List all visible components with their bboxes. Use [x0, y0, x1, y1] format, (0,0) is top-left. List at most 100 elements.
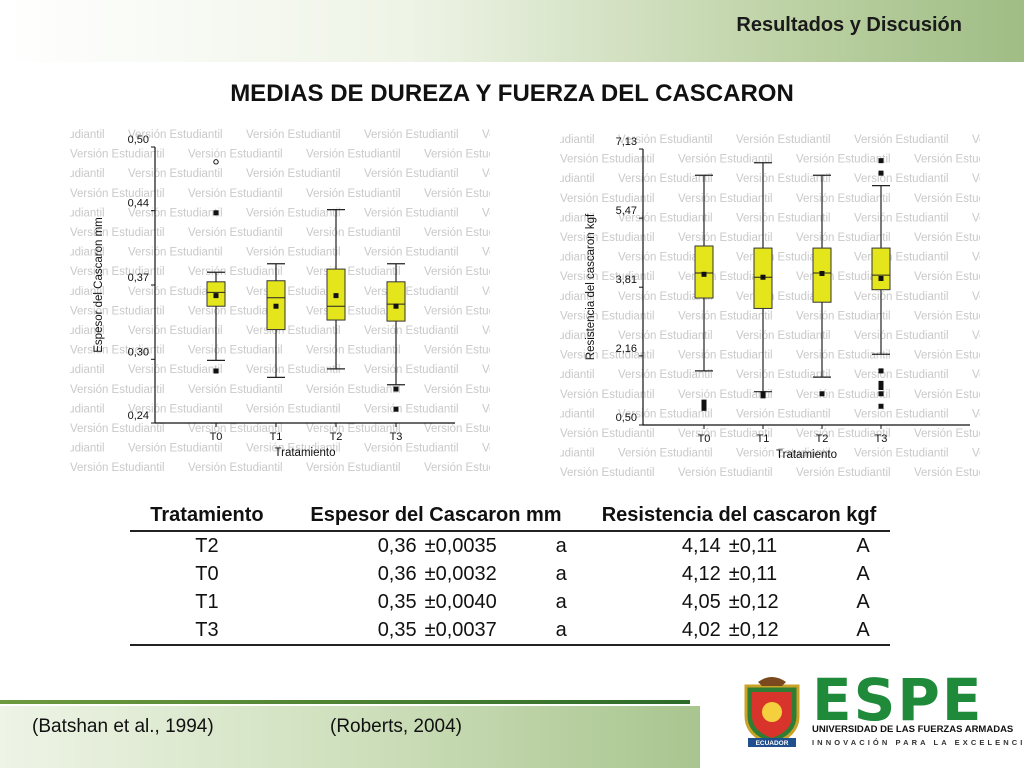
watermark-text: Versión Estudiantil [70, 403, 105, 415]
watermark-text: Versión Estudiantil [854, 173, 949, 185]
watermark-text: Versión Estudiantil [246, 207, 341, 219]
cell-res: 4,14 [681, 535, 721, 557]
watermark-text: Versión Estudiantil [796, 193, 891, 205]
watermark-text: Versión Estudiantil [424, 266, 490, 278]
watermark-text: Versión Estudiantil [560, 448, 595, 460]
watermark-text: Versión Estudiantil [70, 207, 105, 219]
y-axis-title: Resistencia del cascaron kgf [585, 213, 597, 360]
watermark-text: Versión Estudiantil [364, 364, 459, 376]
outlier-point [878, 391, 884, 397]
watermark-text: Versión Estudiantil [306, 149, 401, 161]
watermark-text: Versión Estudiantil [796, 310, 891, 322]
cell-esp: 0,35 [283, 616, 421, 646]
header-resistencia: Resistencia del cascaron kgf [588, 500, 890, 532]
watermark-text: Versión Estudiantil [914, 428, 980, 440]
watermark-text: Versión Estudiantil [306, 266, 401, 278]
watermark-text: Versión Estudiantil [736, 134, 831, 146]
watermark-text: Versión Estudiantil [796, 154, 891, 166]
watermark-text: Versión Estudiantil [246, 129, 341, 141]
watermark-text: Versión Estudiantil [128, 247, 223, 259]
cell-res-letter: A [836, 616, 890, 646]
cell-res: 4,12 [681, 563, 721, 585]
footer-band [0, 706, 700, 768]
watermark-text: Versión Estudiantil [560, 310, 655, 322]
y-tick-label: 0,37 [128, 272, 149, 284]
watermark-text: Versión Estudiantil [424, 462, 490, 474]
watermark-text: Versión Estudiantil [854, 330, 949, 342]
watermark-text: Versión Estudiantil [128, 325, 223, 337]
watermark-text: Versión Estudiantil [560, 408, 595, 420]
watermark-text: Versión Estudiantil [560, 134, 595, 146]
watermark-text: Versión Estudiantil [424, 345, 490, 357]
outlier-point [760, 391, 766, 397]
watermark-text: Versión Estudiantil [70, 227, 165, 239]
boxplot-resistencia: Versión Estudiantil Versión Estudiantil Ve… [560, 134, 980, 479]
watermark-text: Versión Estudiantil [560, 212, 595, 224]
watermark-text: Versión Estudiantil [796, 428, 891, 440]
cell-trat: T3 [130, 616, 284, 646]
watermark-text: Versión Estudiantil [914, 467, 980, 479]
watermark-text: Versión Estudiantil [618, 330, 713, 342]
watermark-text: Versión Estudiantil [560, 467, 655, 479]
watermark-text: Versión Estudiantil [736, 173, 831, 185]
cell-esp-letter: a [555, 535, 567, 557]
outlier-point [878, 158, 884, 164]
cell-esp: 0,35 [377, 591, 417, 613]
cell-esp-letter: a [555, 563, 567, 585]
watermark-text: Versión Estudiantil [482, 403, 490, 415]
watermark-text: Versión Estudiantil [70, 325, 105, 337]
watermark-text: Versión Estudiantil [618, 212, 713, 224]
watermark-layer: Versión Estudiantil Versión Estudiantil Ve… [70, 129, 490, 474]
watermark-text: Versión Estudiantil [364, 403, 459, 415]
watermark-text: Versión Estudiantil [796, 232, 891, 244]
watermark-text: Versión Estudiantil [854, 448, 949, 460]
watermark-text: Versión Estudiantil [424, 149, 490, 161]
watermark-text: Versión Estudiantil [560, 350, 655, 362]
watermark-text: Versión Estudiantil [560, 271, 655, 283]
university-crest-icon: ECUADOR [744, 677, 800, 747]
watermark-text: Versión Estudiantil [972, 291, 980, 303]
x-tick-label: T2 [816, 433, 829, 445]
cell-trat: T0 [195, 563, 219, 585]
mean-marker [333, 293, 339, 299]
watermark-text: Versión Estudiantil [70, 305, 165, 317]
mean-marker [701, 271, 707, 277]
table-row: T1 0,35 ±0,0040 a 4,05 ±0,12 A [130, 588, 890, 616]
watermark-text: Versión Estudiantil [70, 149, 165, 161]
watermark-text: Versión Estudiantil [424, 227, 490, 239]
watermark-text: Versión Estudiantil [560, 173, 595, 185]
watermark-text: Versión Estudiantil [914, 350, 980, 362]
watermark-text: Versión Estudiantil [972, 212, 980, 224]
watermark-text: Versión Estudiantil [736, 330, 831, 342]
outlier-point [213, 210, 219, 216]
watermark-text: Versión Estudiantil [972, 173, 980, 185]
cell-res-sd: ±0,11 [728, 535, 778, 557]
header-tratamiento: Tratamiento [130, 500, 284, 532]
watermark-text: Versión Estudiantil [618, 252, 713, 264]
watermark-text: Versión Estudiantil [796, 350, 891, 362]
box-iqr [871, 247, 891, 291]
outlier-point [393, 406, 399, 412]
watermark-text: Versión Estudiantil [246, 443, 341, 455]
watermark-text: Versión Estudiantil [188, 384, 283, 396]
watermark-text: Versión Estudiantil [678, 310, 773, 322]
watermark-text: Versión Estudiantil [482, 443, 490, 455]
watermark-text: Versión Estudiantil [618, 173, 713, 185]
watermark-text: Versión Estudiantil [736, 369, 831, 381]
watermark-text: Versión Estudiantil [128, 286, 223, 298]
watermark-text: Versión Estudiantil [678, 232, 773, 244]
watermark-text: Versión Estudiantil [854, 212, 949, 224]
outlier-point [213, 368, 219, 374]
watermark-text: Versión Estudiantil [914, 154, 980, 166]
watermark-text: Versión Estudiantil [796, 467, 891, 479]
watermark-text: Versión Estudiantil [364, 168, 459, 180]
footer-rule [0, 700, 690, 704]
watermark-text: Versión Estudiantil [736, 408, 831, 420]
watermark-text: Versión Estudiantil [246, 403, 341, 415]
cell-esp-sd: ±0,0040 [424, 591, 497, 613]
y-axis-title: Espesor del Cascaron mm [93, 217, 105, 353]
watermark-text: Versión Estudiantil [482, 207, 490, 219]
watermark-text: Versión Estudiantil [854, 252, 949, 264]
outlier-point [878, 170, 884, 176]
watermark-text: Versión Estudiantil [70, 364, 105, 376]
